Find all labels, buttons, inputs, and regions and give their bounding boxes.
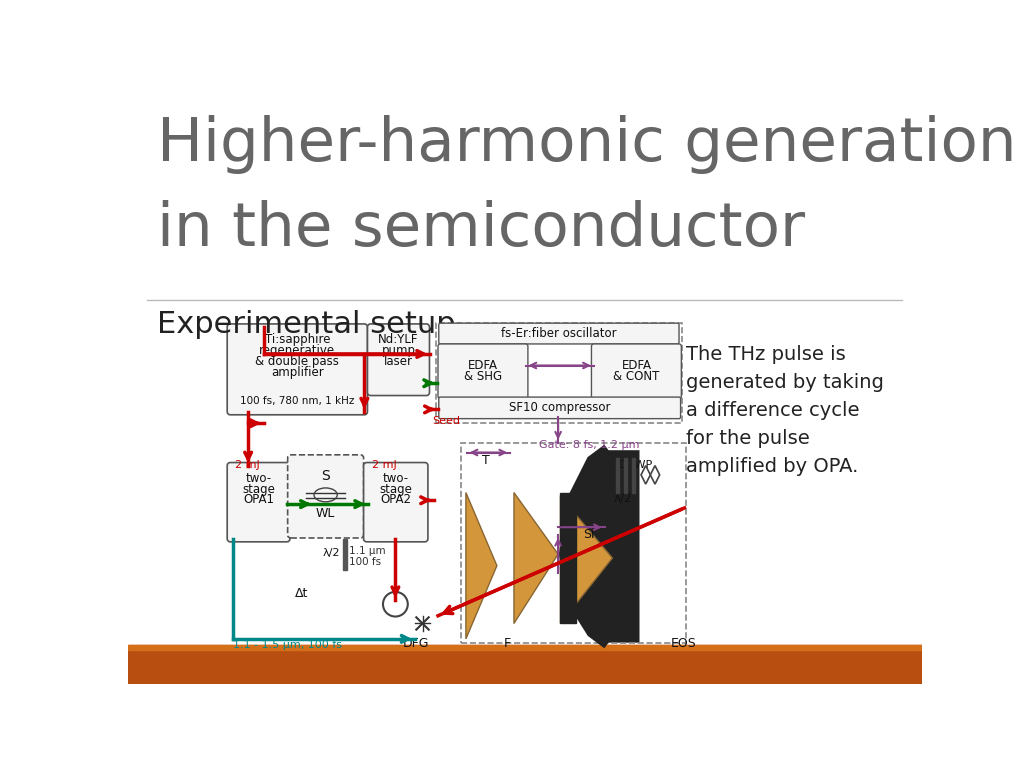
Text: Ti:sapphire: Ti:sapphire [264, 333, 330, 346]
Text: Higher-harmonic generation: Higher-harmonic generation [158, 115, 1017, 174]
Text: Δt: Δt [295, 588, 308, 601]
Text: in the semiconductor: in the semiconductor [158, 200, 806, 259]
Text: EOS: EOS [671, 637, 696, 650]
Text: & SHG: & SHG [464, 370, 502, 383]
Text: EDFA: EDFA [468, 359, 498, 372]
Bar [128, 645, 922, 650]
Text: & CONT: & CONT [613, 370, 659, 383]
FancyBboxPatch shape [364, 462, 428, 542]
Text: 1.1 μm: 1.1 μm [349, 547, 385, 557]
Text: EDFA: EDFA [622, 359, 651, 372]
Bar [616, 458, 620, 492]
Polygon shape [560, 496, 612, 624]
Text: two-: two- [383, 472, 409, 485]
Text: laser: laser [384, 355, 413, 368]
Text: Gate: 8 fs, 1.2 μm: Gate: 8 fs, 1.2 μm [539, 440, 639, 450]
Text: Si: Si [583, 528, 594, 541]
Bar [435, 323, 682, 423]
Text: DFG: DFG [403, 637, 429, 650]
Text: two-: two- [246, 472, 271, 485]
Text: SF10 compressor: SF10 compressor [509, 402, 610, 415]
FancyBboxPatch shape [227, 462, 290, 542]
Text: The THz pulse is
generated by taking
a difference cycle
for the pulse
amplified : The THz pulse is generated by taking a d… [686, 345, 884, 475]
Bar [632, 458, 635, 492]
Text: WL: WL [316, 507, 335, 519]
Text: pump: pump [382, 344, 416, 357]
Text: Experimental setup: Experimental setup [158, 310, 456, 339]
FancyBboxPatch shape [227, 324, 368, 415]
Text: OPA2: OPA2 [380, 493, 412, 506]
Bar [461, 442, 686, 643]
FancyBboxPatch shape [438, 344, 528, 399]
Text: λ/2: λ/2 [614, 491, 633, 504]
FancyBboxPatch shape [288, 455, 364, 538]
Bar [624, 458, 627, 492]
Text: 2 mJ: 2 mJ [234, 460, 260, 470]
Text: fs-Er:fiber oscillator: fs-Er:fiber oscillator [501, 327, 616, 340]
Text: S: S [322, 469, 330, 484]
Text: OPA1: OPA1 [243, 493, 274, 506]
Text: regenerative: regenerative [259, 344, 336, 357]
Text: λ/2: λ/2 [323, 548, 340, 558]
Text: Nd:YLF: Nd:YLF [378, 333, 419, 346]
FancyBboxPatch shape [592, 344, 681, 399]
Text: stage: stage [242, 482, 275, 495]
Bar [343, 539, 347, 570]
FancyBboxPatch shape [368, 324, 429, 396]
Text: Seed: Seed [432, 415, 461, 425]
Text: 1.1 - 1.5 μm, 100 fs: 1.1 - 1.5 μm, 100 fs [232, 641, 342, 650]
FancyBboxPatch shape [438, 323, 679, 344]
FancyBboxPatch shape [438, 397, 681, 419]
Polygon shape [514, 492, 558, 624]
Text: 2 mJ: 2 mJ [372, 460, 397, 470]
Polygon shape [466, 492, 497, 639]
Polygon shape [566, 450, 640, 643]
Bar [560, 492, 575, 624]
Text: stage: stage [379, 482, 413, 495]
Text: T: T [482, 454, 489, 467]
Text: & double pass: & double pass [255, 355, 339, 368]
Text: 100 fs: 100 fs [349, 558, 381, 568]
Text: D  WP: D WP [618, 460, 652, 470]
Text: amplifier: amplifier [271, 366, 324, 379]
Bar [128, 645, 922, 684]
Text: 100 fs, 780 nm, 1 kHz: 100 fs, 780 nm, 1 kHz [241, 396, 354, 406]
Text: F: F [504, 637, 511, 650]
